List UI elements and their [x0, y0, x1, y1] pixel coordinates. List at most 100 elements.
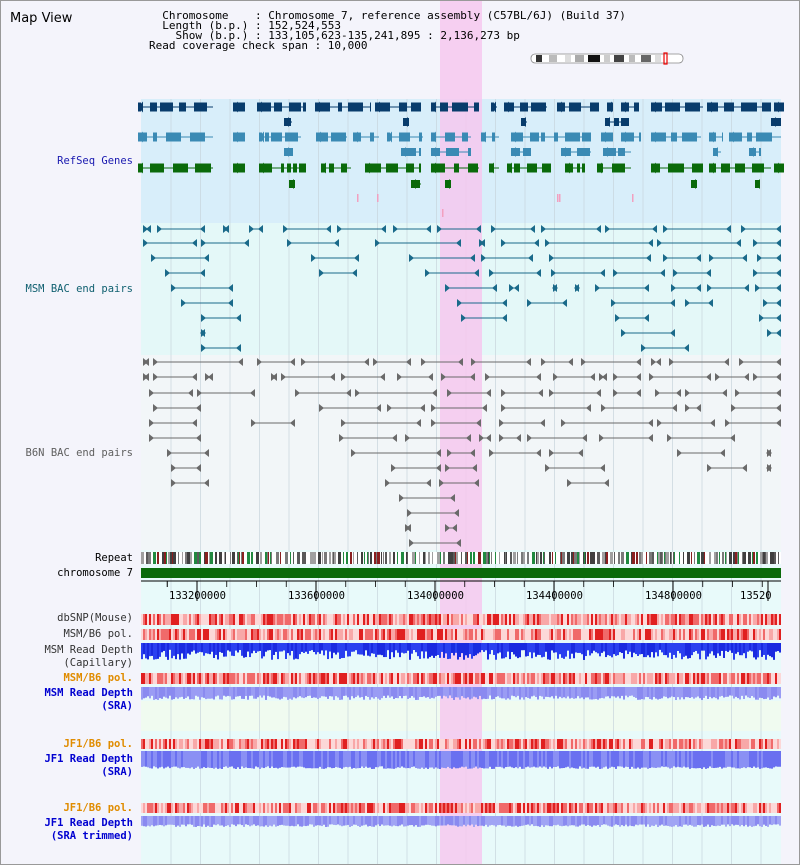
heat-cell: [295, 673, 297, 684]
depth-bar: [707, 751, 709, 769]
heat-cell: [289, 739, 291, 749]
bac-end-marker: [722, 389, 727, 397]
heat-cell: [539, 739, 541, 749]
heat-cell: [507, 673, 509, 684]
heat-cell: [161, 739, 163, 749]
depth-bar: [143, 687, 145, 699]
heat-cell: [611, 739, 613, 749]
heat-cell: [573, 629, 575, 640]
heat-cell: [573, 803, 575, 813]
heat-cell: [369, 614, 371, 625]
depth-bar: [641, 643, 643, 655]
depth-bar: [649, 643, 651, 658]
depth-bar: [771, 751, 773, 769]
depth-bar: [633, 816, 635, 827]
depth-bar: [587, 751, 589, 769]
depth-bar: [389, 643, 391, 660]
depth-bar: [255, 643, 257, 653]
depth-bar: [743, 643, 745, 654]
bac-end-marker: [157, 225, 162, 233]
depth-bar: [603, 816, 605, 825]
depth-bar: [581, 643, 583, 655]
heat-cell: [473, 739, 475, 749]
repeat-track[interactable]: [141, 552, 781, 564]
depth-bar: [649, 751, 651, 769]
depth-bar: [271, 751, 273, 767]
heat-cell: [411, 739, 413, 749]
selection-highlight[interactable]: [440, 1, 482, 864]
depth-bar: [475, 643, 477, 656]
heat-cell: [641, 614, 643, 625]
heat-cell: [693, 614, 695, 625]
repeat-element: [285, 552, 288, 564]
depth-bar: [467, 643, 469, 658]
bac-end-marker: [431, 404, 436, 412]
heat-cell: [497, 803, 499, 813]
msm-bac-track[interactable]: [143, 225, 781, 352]
depth-bar: [291, 687, 293, 700]
heat-cell: [563, 739, 565, 749]
depth-bar: [403, 643, 405, 654]
repeat-element: [270, 552, 271, 564]
depth-bar: [311, 687, 313, 698]
heat-cell: [741, 629, 743, 640]
position-axis: 133200000 133600000 134000000 134400000 1348…: [141, 580, 781, 602]
repeat-element: [276, 552, 279, 564]
depth-bar: [179, 816, 181, 827]
depth-bar: [247, 643, 249, 652]
bac-end-marker: [420, 404, 425, 412]
repeat-element: [636, 552, 637, 564]
refseq-gene-track[interactable]: [138, 101, 784, 218]
heat-cell: [497, 739, 499, 749]
depth-bar: [417, 816, 419, 827]
depth-bar: [557, 687, 559, 699]
depth-bar: [453, 643, 455, 656]
depth-bar: [309, 751, 311, 769]
bac-end-marker: [228, 284, 233, 292]
heat-cell: [479, 803, 481, 813]
depth-bar: [567, 643, 569, 651]
heat-cell: [561, 673, 563, 684]
repeat-element: [593, 552, 595, 564]
heat-cell: [683, 673, 685, 684]
heat-cell: [749, 673, 751, 684]
depth-bar: [409, 643, 411, 660]
read-depth-tracks[interactable]: [141, 643, 781, 827]
heat-cell: [601, 614, 603, 625]
polymorphism-heat-tracks[interactable]: [141, 614, 781, 813]
heat-cell: [379, 739, 381, 749]
heat-cell: [337, 673, 339, 684]
depth-bar: [753, 751, 755, 767]
heat-cell: [765, 739, 767, 749]
heat-cell: [519, 739, 521, 749]
depth-bar: [267, 643, 269, 651]
heat-cell: [471, 803, 473, 813]
depth-bar: [381, 643, 383, 656]
heat-cell: [697, 614, 699, 625]
heat-cell: [631, 673, 633, 684]
heat-cell: [419, 673, 421, 684]
heat-cell: [729, 614, 731, 625]
gene-strand-arrow: [607, 101, 612, 113]
depth-bar: [211, 751, 213, 768]
depth-bar: [149, 643, 151, 657]
heat-cell: [595, 803, 597, 813]
heat-cell: [469, 629, 471, 640]
depth-bar: [555, 816, 557, 826]
heat-cell: [643, 629, 645, 640]
heat-cell: [195, 614, 197, 625]
b6n-bac-track[interactable]: [143, 358, 781, 547]
heat-cell: [227, 673, 229, 684]
heat-cell: [743, 803, 745, 813]
heat-cell: [439, 629, 441, 640]
heat-cell: [313, 739, 315, 749]
heat-cell: [687, 739, 689, 749]
chromosome-ideogram[interactable]: [530, 52, 684, 65]
depth-bar: [345, 751, 347, 767]
depth-bar: [279, 816, 281, 826]
heat-cell: [279, 739, 281, 749]
gene-strand-arrow: [651, 101, 656, 113]
depth-bar: [247, 687, 249, 700]
heat-cell: [173, 673, 175, 684]
chromosome-bar[interactable]: [141, 568, 781, 578]
